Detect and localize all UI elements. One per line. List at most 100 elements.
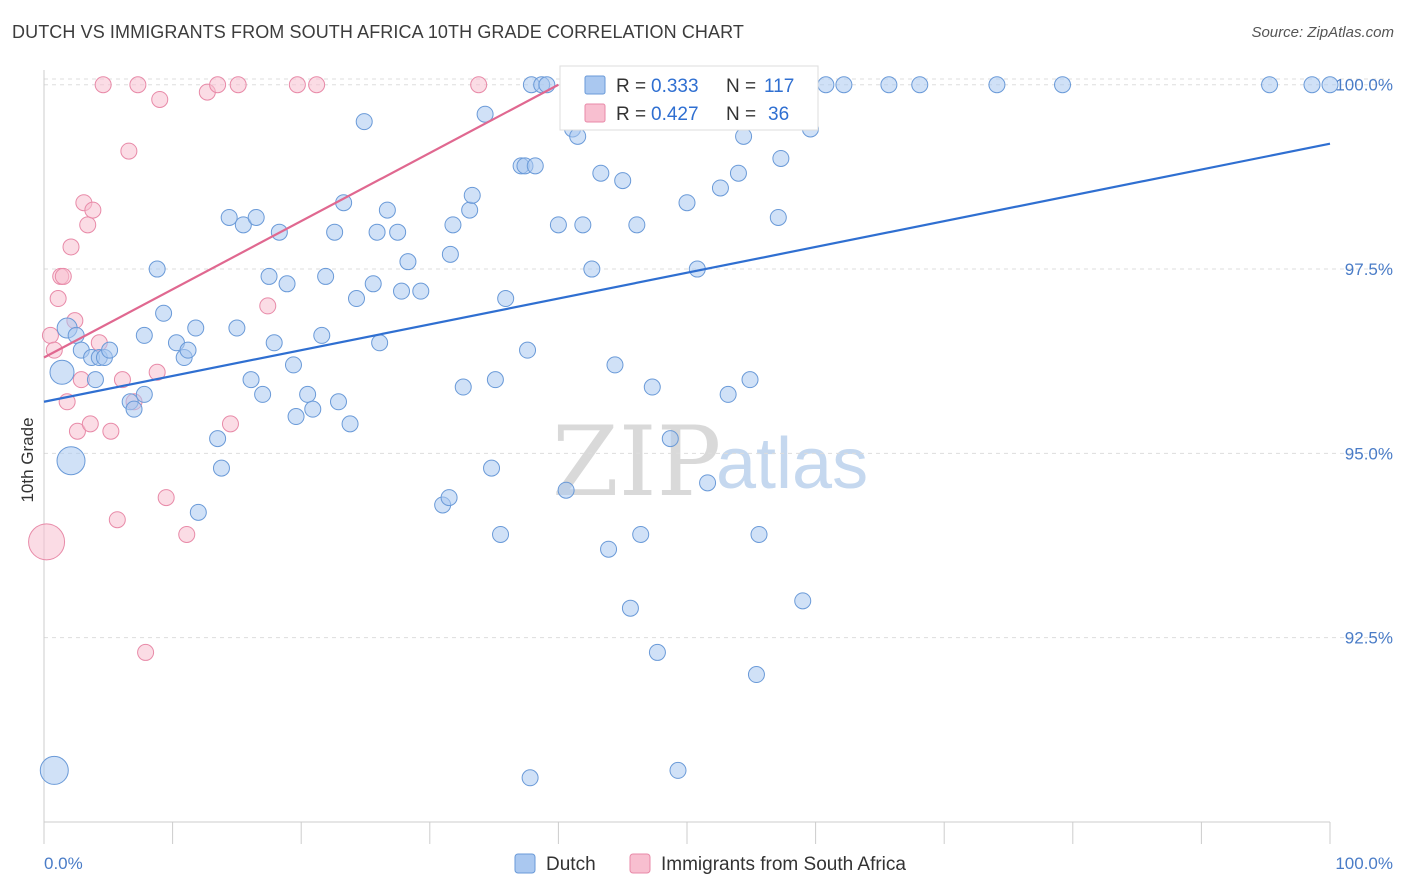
- dutch-point: [600, 540, 618, 558]
- dutch-point: [643, 378, 661, 396]
- dutch-point: [880, 76, 898, 94]
- watermark-zip: ZIP: [552, 406, 721, 518]
- y-tick-label: 92.5%: [1345, 629, 1393, 648]
- sa-point: [84, 201, 102, 219]
- legend-sa-n-label: N =: [726, 104, 756, 125]
- dutch-point: [299, 385, 317, 403]
- sa-point: [209, 76, 227, 94]
- trend-lines: [43, 83, 1331, 403]
- dutch-point: [135, 385, 153, 403]
- dutch-point: [772, 149, 790, 167]
- dutch-point: [719, 385, 737, 403]
- dutch-point: [519, 341, 537, 359]
- dutch-point: [492, 525, 510, 543]
- dutch-point: [557, 481, 575, 499]
- sa-point: [120, 142, 138, 160]
- sa-point: [229, 76, 247, 94]
- bottom-legend-sa-label: Immigrants from South Africa: [661, 854, 906, 875]
- legend-dutch-n-label: N =: [726, 76, 756, 97]
- dutch-point: [86, 371, 104, 389]
- dutch-point: [209, 430, 227, 448]
- dutch-point: [364, 275, 382, 293]
- dutch-point: [606, 356, 624, 374]
- dutch-point: [497, 290, 515, 308]
- dutch-point: [549, 216, 567, 234]
- dutch-point: [817, 76, 835, 94]
- sa-point: [151, 90, 169, 108]
- dutch-point: [769, 208, 787, 226]
- dutch-point: [304, 400, 322, 418]
- source-label: Source: ZipAtlas.com: [1251, 24, 1394, 41]
- dutch-point: [101, 341, 119, 359]
- sa-points: [28, 76, 488, 661]
- dutch-point: [341, 415, 359, 433]
- dutch-point: [988, 76, 1006, 94]
- dutch-point: [735, 127, 753, 145]
- sa-point: [54, 267, 72, 285]
- sa-point: [137, 643, 155, 661]
- dutch-point: [835, 76, 853, 94]
- legend: R = 0.333 N = 117 R = 0.427 N = 36: [559, 65, 819, 131]
- dutch-point: [678, 194, 696, 212]
- y-axis-label: 10th Grade: [18, 417, 37, 502]
- dutch-point: [1054, 76, 1072, 94]
- dutch-point: [378, 201, 396, 219]
- dutch-point: [187, 319, 205, 337]
- dutch-point: [440, 489, 458, 507]
- sa-point: [129, 76, 147, 94]
- dutch-point: [632, 525, 650, 543]
- sa-point: [259, 297, 277, 315]
- sa-point: [49, 290, 67, 308]
- dutch-point: [265, 334, 283, 352]
- sa-point: [113, 371, 131, 389]
- legend-sa-swatch: [584, 103, 606, 123]
- y-tick-label: 97.5%: [1345, 260, 1393, 279]
- sa-point: [79, 216, 97, 234]
- dutch-point: [569, 127, 587, 145]
- dutch-point: [371, 334, 389, 352]
- dutch-point: [49, 359, 75, 385]
- dutch-point: [794, 592, 812, 610]
- x-tick-label: 100.0%: [1335, 854, 1393, 873]
- dutch-point: [247, 208, 265, 226]
- dutch-point: [412, 282, 430, 300]
- dutch-point: [155, 304, 173, 322]
- dutch-point: [741, 371, 759, 389]
- dutch-point: [711, 179, 729, 197]
- sa-point: [72, 371, 90, 389]
- sa-point: [157, 489, 175, 507]
- dutch-point: [254, 385, 272, 403]
- dutch-point: [179, 341, 197, 359]
- dutch-point: [317, 267, 335, 285]
- gridlines: [44, 78, 1390, 639]
- dutch-point: [526, 157, 544, 175]
- legend-dutch-r-value: 0.333: [651, 76, 699, 97]
- dutch-point: [441, 245, 459, 263]
- dutch-point: [444, 216, 462, 234]
- sa-point: [148, 363, 166, 381]
- dutch-point: [729, 164, 747, 182]
- legend-sa-n-value: 36: [768, 104, 789, 125]
- axes: [43, 70, 1331, 844]
- legend-dutch-n-value: 117: [764, 76, 794, 97]
- dutch-point: [476, 105, 494, 123]
- dutch-point: [39, 755, 69, 785]
- bottom-legend-dutch-swatch: [514, 853, 536, 874]
- sa-point: [102, 422, 120, 440]
- dutch-point: [260, 267, 278, 285]
- dutch-point: [212, 459, 230, 477]
- dutch-point: [628, 216, 646, 234]
- dutch-point: [669, 761, 687, 779]
- dutch-point: [313, 326, 331, 344]
- sa-point: [308, 76, 326, 94]
- dutch-point: [486, 371, 504, 389]
- watermark-atlas: atlas: [716, 424, 868, 504]
- dutch-point: [220, 208, 238, 226]
- dutch-point: [463, 186, 481, 204]
- dutch-point: [278, 275, 296, 293]
- dutch-point: [56, 446, 86, 476]
- dutch-point: [368, 223, 386, 241]
- dutch-point: [1321, 76, 1339, 94]
- chart-title: DUTCH VS IMMIGRANTS FROM SOUTH AFRICA 10…: [12, 22, 744, 42]
